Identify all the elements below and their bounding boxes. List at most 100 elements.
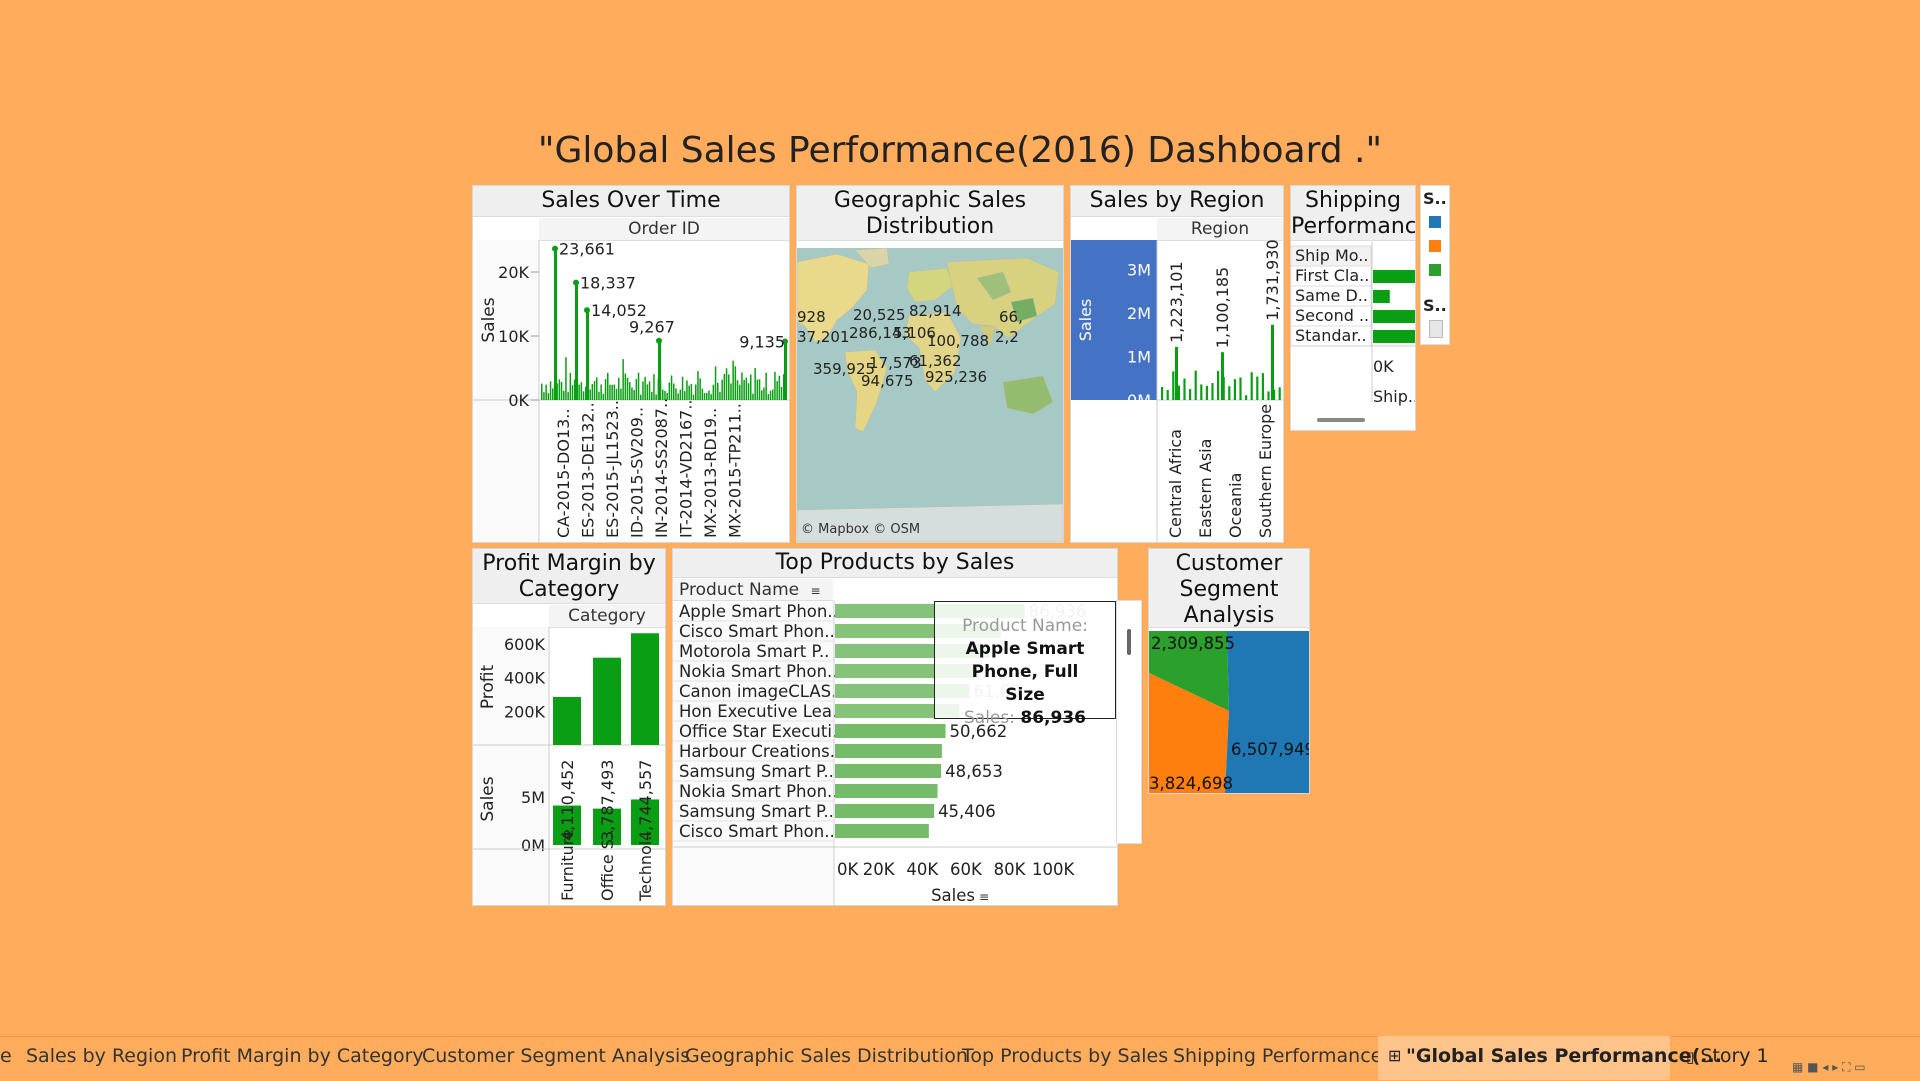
sales-bar xyxy=(549,381,552,400)
sort-icon[interactable]: ≡ xyxy=(810,584,821,598)
sales-bar xyxy=(600,384,602,400)
sales-bar xyxy=(778,375,781,400)
legend-swatch-orange[interactable] xyxy=(1429,240,1441,252)
sales-bar xyxy=(648,381,651,400)
nav-controls[interactable]: ▦ ■ ◂ ▸ ⛶ ▭ xyxy=(1792,1060,1866,1075)
map-sales-label: 2,2 xyxy=(995,328,1019,346)
region-chart[interactable]: Sales 3M 2M 1M 0M 1,223,101 1,100,185 1,731,930… xyxy=(1071,240,1283,542)
prev-icon[interactable]: ◂ xyxy=(1822,1060,1829,1074)
category-header: Category xyxy=(549,605,665,628)
region-panel[interactable]: Sales by Region Region Sales 3M 2M 1M 0M 1,22… xyxy=(1070,185,1284,543)
product-row-label: Cisco Smart Phon.. xyxy=(679,822,835,841)
sales-bar xyxy=(642,381,644,400)
x-tick-label: Eastern Asia xyxy=(1196,439,1215,538)
segment-label: 2,309,855 xyxy=(1151,634,1235,653)
sales-bar xyxy=(640,394,642,400)
sales-bar xyxy=(553,805,581,845)
sales-value-label: 3,787,493 xyxy=(598,760,617,841)
sales-bar xyxy=(684,391,686,400)
category-tick-label: Office S.. xyxy=(598,829,617,901)
tab-shipping[interactable]: Shipping Performance xyxy=(1173,1045,1383,1067)
product-row-label: Office Star Executi.. xyxy=(679,722,842,741)
segment-panel[interactable]: Customer Segment Analysis 2,309,855 6,507… xyxy=(1148,548,1310,794)
x-tick-label: 80K xyxy=(994,860,1027,879)
map-sales-label: 20,525 xyxy=(853,306,906,324)
map-north-america xyxy=(797,253,870,343)
product-name-header[interactable]: Product Name ≡ xyxy=(673,579,833,601)
list-view-icon[interactable]: ■ xyxy=(1807,1060,1819,1074)
region-bar xyxy=(1194,370,1197,400)
next-icon[interactable]: ▸ xyxy=(1832,1060,1839,1074)
grid-view-icon[interactable]: ▦ xyxy=(1792,1060,1804,1074)
tab-geographic[interactable]: Geographic Sales Distribution xyxy=(685,1045,968,1067)
legend-panel[interactable]: S.. S.. xyxy=(1420,185,1450,345)
ship-bar xyxy=(1373,270,1415,283)
sales-bar xyxy=(565,357,567,400)
x-tick-label: 0K xyxy=(837,860,859,879)
sales-over-time-title: Sales Over Time xyxy=(473,186,789,217)
ship-row-label: Same D.. xyxy=(1295,286,1368,305)
ship-row-label: Second .. xyxy=(1295,306,1369,325)
sales-bar xyxy=(736,380,739,400)
region-bar xyxy=(1183,378,1186,400)
sales-bar xyxy=(611,384,613,400)
profit-chart[interactable]: Profit 600K 400K 200K Sales 5M 0M 4,110,452 3,78… xyxy=(473,627,665,905)
profit-panel[interactable]: Profit Margin by Category Category Profi… xyxy=(472,548,666,906)
legend-swatch-grey[interactable] xyxy=(1429,320,1443,338)
legend-swatch-green[interactable] xyxy=(1429,264,1441,276)
present-icon[interactable]: ▭ xyxy=(1854,1060,1866,1074)
shipping-title-text: Shipping Performanc xyxy=(1291,188,1416,239)
sales-bar xyxy=(723,373,726,400)
product-row-label: Hon Executive Lea.. xyxy=(679,702,842,721)
sales-over-time-panel[interactable]: Sales Over Time Order ID 20K 10K 0K Sales 23… xyxy=(472,185,790,543)
tab-partial[interactable]: e xyxy=(0,1045,12,1067)
x-tick-label: Southern Europe xyxy=(1256,404,1275,538)
y-tick-label: 20K xyxy=(498,263,529,282)
segment-chart[interactable]: 2,309,855 6,507,949 3,824,698 xyxy=(1149,631,1309,793)
geo-panel[interactable]: Geographic Sales Distribution 20,525 82,9… xyxy=(796,185,1064,543)
shipping-chart[interactable]: Ship Mo..First Cla..Same D..Second ..Sta… xyxy=(1291,242,1415,430)
tab-story[interactable]: ▯ Story 1 xyxy=(1686,1045,1769,1067)
region-bar xyxy=(1189,389,1192,400)
region-bar xyxy=(1239,377,1242,400)
sales-bar xyxy=(732,360,734,400)
shipping-panel[interactable]: Shipping Performanc Ship Mo.. First Cla..… xyxy=(1290,185,1416,431)
sales-value-label: 4,110,452 xyxy=(558,760,577,841)
sales-bar xyxy=(653,374,655,400)
sales-bar xyxy=(609,384,611,400)
scrollbar-handle[interactable] xyxy=(1127,629,1131,655)
x-tick-label: 20K xyxy=(863,860,896,879)
sales-bar xyxy=(721,379,723,400)
sales-bar xyxy=(681,376,684,400)
tab-sales-by-region[interactable]: Sales by Region xyxy=(26,1045,177,1067)
region-bar xyxy=(1278,387,1281,400)
sales-bar xyxy=(585,386,587,400)
sales-bar xyxy=(728,374,730,400)
legend-swatch-blue[interactable] xyxy=(1429,216,1441,228)
fullscreen-icon[interactable]: ⛶ xyxy=(1842,1060,1851,1074)
sales-peak-point xyxy=(584,307,590,314)
tooltip-value1: Apple Smart Phone, Full Size xyxy=(965,639,1085,705)
sales-bar xyxy=(541,383,543,400)
region-value-label: 1,100,185 xyxy=(1213,267,1232,348)
region-bar xyxy=(1245,395,1248,400)
sales-peak-label: 23,661 xyxy=(559,240,615,259)
sales-bar xyxy=(598,391,600,400)
map-sales-label: 66, xyxy=(999,308,1023,326)
sales-bar xyxy=(651,391,653,400)
sales-bar xyxy=(730,383,732,400)
tab-dashboard-active[interactable]: ⊞ "Global Sales Performance(... xyxy=(1378,1036,1722,1080)
tab-customer-segment[interactable]: Customer Segment Analysis xyxy=(422,1045,691,1067)
map-russia-dark xyxy=(976,271,1012,301)
region-peak-bar xyxy=(1271,324,1274,400)
region-bar xyxy=(1233,379,1236,400)
tab-profit-margin[interactable]: Profit Margin by Category xyxy=(181,1045,424,1067)
product-row-label: Cisco Smart Phon.. xyxy=(679,622,835,641)
sales-bar xyxy=(547,393,550,400)
products-scrollbar[interactable] xyxy=(1116,600,1142,844)
tab-top-products[interactable]: Top Products by Sales xyxy=(962,1045,1169,1067)
product-row-label: Samsung Smart P.. xyxy=(679,762,834,781)
sales-bar xyxy=(633,389,635,400)
